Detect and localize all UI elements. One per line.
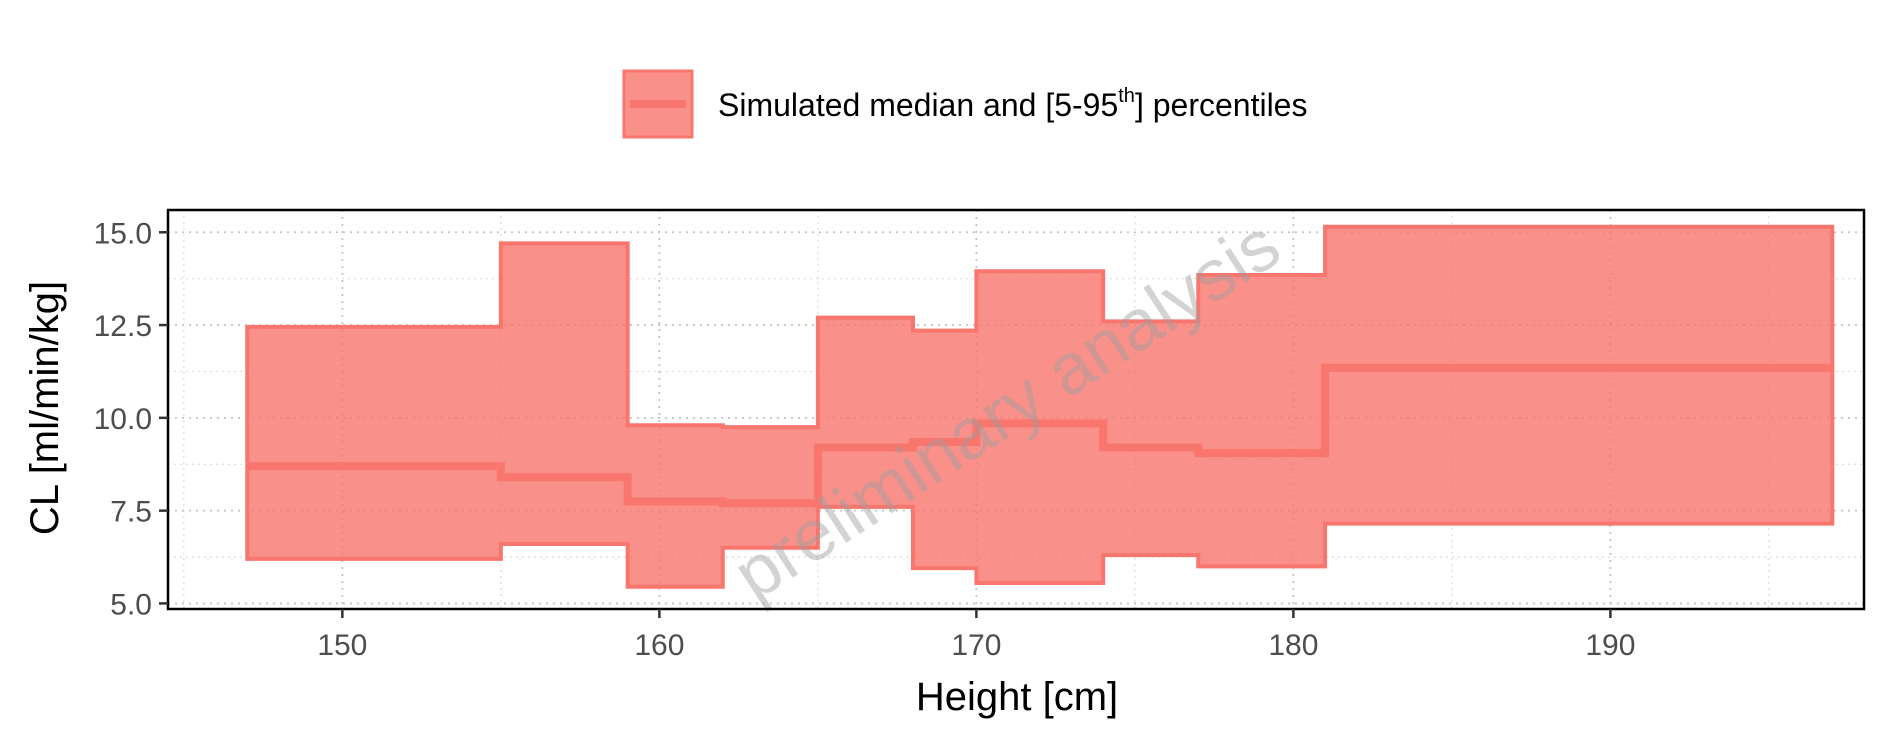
median-line	[247, 363, 1833, 508]
y-tick-label: 5.0	[110, 588, 152, 621]
y-axis: 5.0 7.5 10.0 12.5 15.0	[94, 217, 168, 621]
percentile-band	[245, 224, 1835, 589]
x-tick-label: 180	[1268, 629, 1318, 662]
x-tick-label: 160	[634, 629, 684, 662]
y-tick-label: 15.0	[94, 217, 152, 250]
legend: Simulated median and [5-95th] percentile…	[622, 69, 1307, 139]
x-tick-label: 170	[951, 629, 1001, 662]
legend-label: Simulated median and [5-95th] percentile…	[718, 85, 1307, 123]
x-axis: 150 160 170 180 190	[317, 609, 1635, 662]
plot-panel: preliminary analysis	[166, 204, 1866, 616]
legend-label-sup: th	[1118, 85, 1135, 107]
panel-border	[166, 208, 1866, 611]
x-tick-label: 150	[317, 629, 367, 662]
legend-label-end: ] percentiles	[1135, 87, 1308, 123]
y-tick-label: 7.5	[110, 496, 152, 529]
y-tick-label: 10.0	[94, 403, 152, 436]
legend-label-main: Simulated median and [5-95	[718, 87, 1118, 123]
x-axis-title: Height [cm]	[916, 675, 1118, 719]
y-axis-title: CL [ml/min/kg]	[23, 281, 67, 535]
x-tick-label: 190	[1585, 629, 1635, 662]
y-tick-label: 12.5	[94, 310, 152, 343]
